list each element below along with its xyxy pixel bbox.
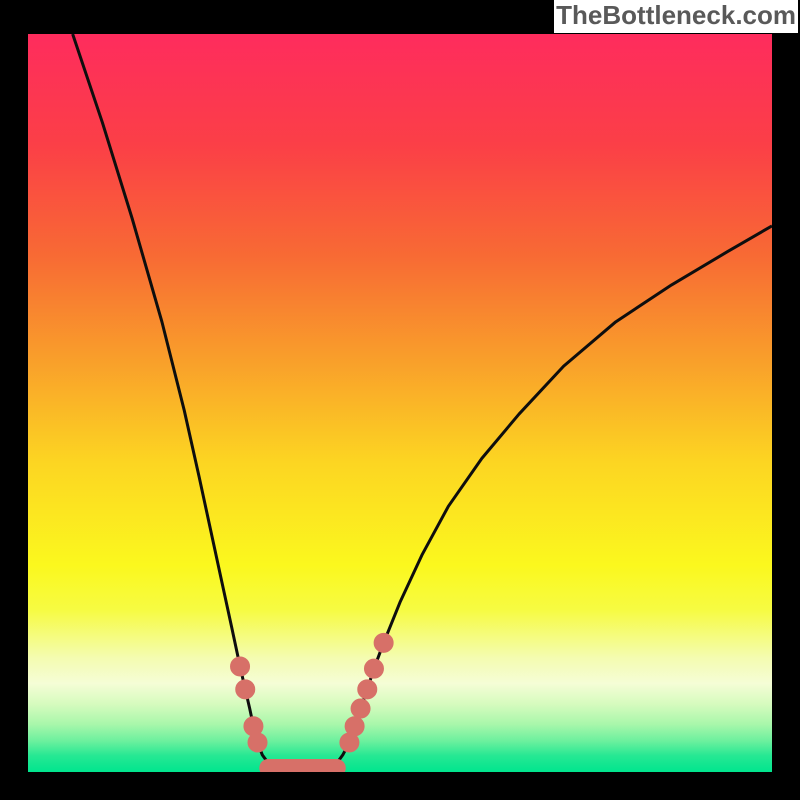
plot-area — [28, 34, 772, 772]
watermark-label: TheBottleneck.com — [554, 0, 798, 33]
marker-dot — [231, 657, 249, 675]
bottleneck-chart — [0, 0, 800, 800]
marker-dot — [358, 680, 376, 698]
marker-dot — [244, 717, 262, 735]
marker-dot — [236, 680, 254, 698]
gradient-background — [28, 34, 772, 772]
marker-dot — [375, 634, 393, 652]
marker-dot — [352, 700, 370, 718]
marker-dot — [249, 733, 267, 751]
marker-dot — [365, 660, 383, 678]
marker-dot — [346, 717, 364, 735]
chart-frame: TheBottleneck.com — [0, 0, 800, 800]
